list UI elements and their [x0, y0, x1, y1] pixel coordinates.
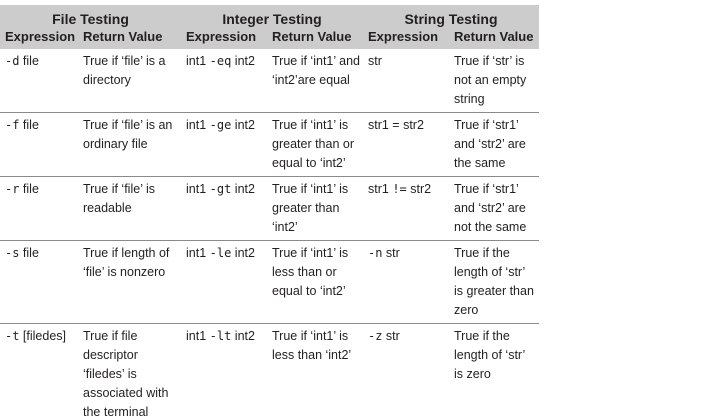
operand: file — [19, 182, 39, 196]
column-header-string-return-value: Return Value — [449, 28, 540, 49]
group-header-integer-testing: Integer Testing — [181, 5, 363, 28]
operator-code: -ge — [209, 118, 232, 132]
column-header-string-expression: Expression — [363, 28, 449, 49]
string-return-value-cell: True if ‘str1’ and ‘str2’ are the same — [449, 112, 540, 177]
file-expression-cell: -d file — [0, 49, 78, 113]
file-return-value-cell: True if ‘file’ is a directory — [78, 49, 181, 113]
operand: str — [382, 329, 400, 343]
operand: file — [19, 118, 39, 132]
string-expression-cell: str1 = str2 — [363, 112, 449, 177]
operator-code: -f — [5, 118, 20, 132]
file-return-value-cell: True if file descriptor ‘filedes’ is ass… — [78, 323, 181, 420]
operand: int1 — [186, 182, 210, 196]
operator-code: -s — [5, 246, 20, 260]
integer-return-value-cell: True if ‘int1’ is greater than or equal … — [267, 112, 363, 177]
table-row: -r file True if ‘file’ is readable int1 … — [0, 176, 540, 241]
operand: file — [19, 246, 39, 260]
operand: int1 — [186, 246, 210, 260]
integer-return-value-cell: True if ‘int1’ is less than ‘int2’ — [267, 323, 363, 420]
operand: int2 — [231, 246, 255, 260]
test-operators-table-container: File Testing Integer Testing String Test… — [0, 5, 540, 420]
operator-code: -lt — [209, 329, 232, 343]
operator-code: -n — [368, 246, 383, 260]
operand: int1 — [186, 54, 210, 68]
file-expression-cell: -s file — [0, 240, 78, 324]
operand: int1 — [186, 118, 210, 132]
file-expression-cell: -t [filedes] — [0, 323, 78, 420]
integer-expression-cell: int1 -lt int2 — [181, 323, 267, 420]
operator-code: -gt — [209, 182, 232, 196]
operand: int2 — [231, 329, 255, 343]
group-header-string-testing: String Testing — [363, 5, 540, 28]
integer-return-value-cell: True if ‘int1’ and ‘int2’are equal — [267, 49, 363, 113]
string-expression-cell: str — [363, 49, 449, 113]
file-expression-cell: -r file — [0, 176, 78, 241]
group-header-row: File Testing Integer Testing String Test… — [0, 5, 540, 28]
operand: str2 — [406, 182, 432, 196]
integer-expression-cell: int1 -eq int2 — [181, 49, 267, 113]
operator-code: -z — [368, 329, 383, 343]
operand: file — [19, 54, 39, 68]
string-return-value-cell: True if the length of ‘str’ is greater t… — [449, 240, 540, 324]
operand: str1 — [368, 182, 393, 196]
column-header-integer-expression: Expression — [181, 28, 267, 49]
file-return-value-cell: True if ‘file’ is an ordinary file — [78, 112, 181, 177]
file-return-value-cell: True if length of ‘file’ is nonzero — [78, 240, 181, 324]
file-expression-cell: -f file — [0, 112, 78, 177]
integer-return-value-cell: True if ‘int1’ is greater than ‘int2’ — [267, 176, 363, 241]
integer-expression-cell: int1 -gt int2 — [181, 176, 267, 241]
string-expression-cell: -n str — [363, 240, 449, 324]
operand: int2 — [231, 118, 255, 132]
integer-return-value-cell: True if ‘int1’ is less than or equal to … — [267, 240, 363, 324]
operator-code: != — [392, 182, 407, 196]
operator-code: -d — [5, 54, 20, 68]
table-body: -d file True if ‘file’ is a directory in… — [0, 49, 540, 420]
column-header-file-expression: Expression — [0, 28, 78, 49]
string-return-value-cell: True if ‘str’ is not an empty string — [449, 49, 540, 113]
file-return-value-cell: True if ‘file’ is readable — [78, 176, 181, 241]
string-expression-cell: str1 != str2 — [363, 176, 449, 241]
column-header-integer-return-value: Return Value — [267, 28, 363, 49]
column-header-row: Expression Return Value Expression Retur… — [0, 28, 540, 49]
table-row: -s file True if length of ‘file’ is nonz… — [0, 240, 540, 324]
operator-code: -eq — [209, 54, 232, 68]
table-row: -t [filedes] True if file descriptor ‘fi… — [0, 323, 540, 420]
operand: int2 — [231, 182, 255, 196]
string-return-value-cell: True if ‘str1’ and ‘str2’ are not the sa… — [449, 176, 540, 241]
integer-expression-cell: int1 -ge int2 — [181, 112, 267, 177]
group-header-file-testing: File Testing — [0, 5, 181, 28]
operator-code: -r — [5, 182, 20, 196]
string-expression-cell: -z str — [363, 323, 449, 420]
integer-expression-cell: int1 -le int2 — [181, 240, 267, 324]
operand: str — [368, 54, 382, 68]
operand: int1 — [186, 329, 210, 343]
test-operators-table: File Testing Integer Testing String Test… — [0, 5, 540, 420]
operator-code: -le — [209, 246, 232, 260]
operand: str1 = str2 — [368, 118, 424, 132]
table-row: -d file True if ‘file’ is a directory in… — [0, 49, 540, 113]
operand: [filedes] — [19, 329, 67, 343]
table-row: -f file True if ‘file’ is an ordinary fi… — [0, 112, 540, 177]
operand: str — [382, 246, 400, 260]
operator-code: -t — [5, 329, 20, 343]
table-header: File Testing Integer Testing String Test… — [0, 5, 540, 49]
string-return-value-cell: True if the length of ‘str’ is zero — [449, 323, 540, 420]
column-header-file-return-value: Return Value — [78, 28, 181, 49]
operand: int2 — [231, 54, 255, 68]
